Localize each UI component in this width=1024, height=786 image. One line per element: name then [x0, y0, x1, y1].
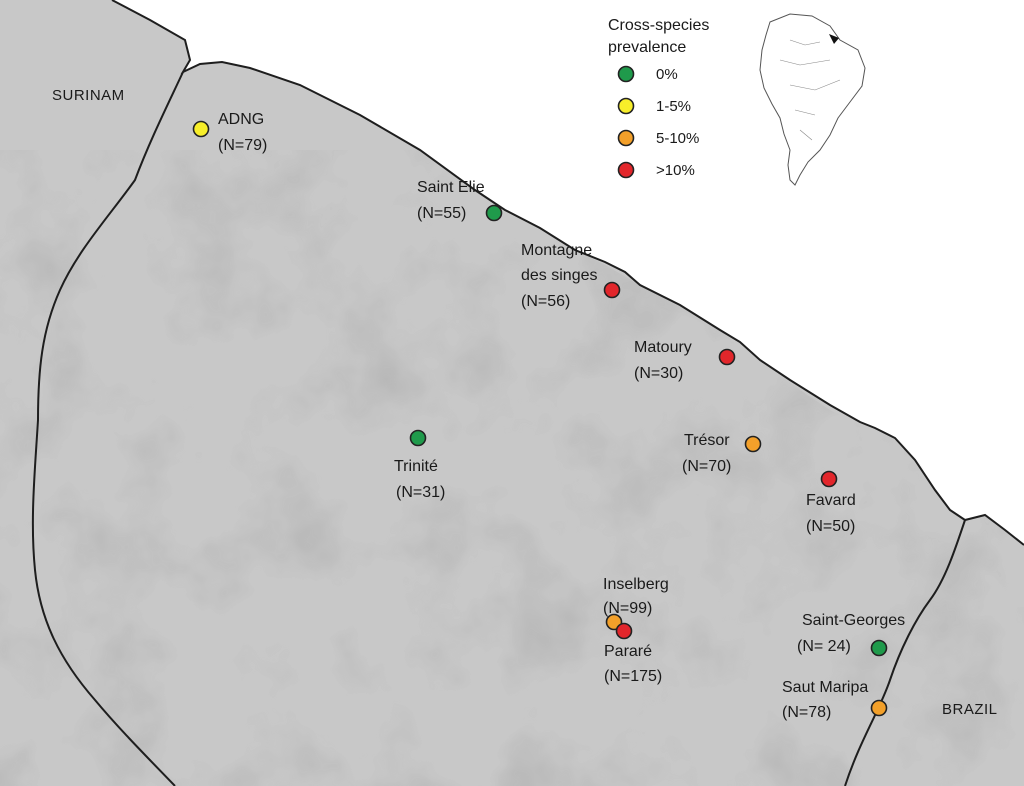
site-marker[interactable] [409, 429, 427, 447]
border-suriname [31, 71, 184, 786]
site-marker[interactable] [870, 639, 888, 657]
legend-title-line-2: prevalence [608, 39, 686, 56]
site-saint-elie: Saint Elie (N=55) [417, 179, 503, 222]
site-favard: Favard (N=50) [806, 470, 856, 535]
site-sample-size: (N= 24) [797, 638, 851, 655]
inset-location-marker [829, 34, 839, 44]
site-name: ADNG [218, 111, 264, 128]
site-name: Saint-Georges [802, 612, 905, 629]
site-sample-size: (N=50) [806, 518, 855, 535]
border-brazil [844, 519, 966, 786]
site-matoury: Matoury (N=30) [634, 339, 736, 382]
legend-label: 1-5% [656, 98, 691, 115]
site-layer: ADNG (N=79) Saint Elie (N=55) Montagne des si… [192, 111, 905, 721]
country-label-brazil: BRAZIL [942, 701, 998, 718]
site-name: Favard [806, 492, 856, 509]
site-name: Matoury [634, 339, 692, 356]
site-sample-size: (N=55) [417, 205, 466, 222]
legend-label: >10% [656, 162, 695, 179]
site-marker[interactable] [192, 120, 210, 138]
site-saut-maripa: Saut Maripa (N=78) [782, 679, 888, 721]
site-montagne-des-singes: Montagne des singes (N=56) [521, 242, 621, 310]
site-sample-size: (N=78) [782, 704, 831, 721]
site-parar-: Pararé (N=175) [604, 622, 662, 685]
legend-swatch [617, 129, 635, 147]
coastline [111, 0, 1024, 546]
site-sample-size: (N=99) [603, 600, 652, 617]
site-saint-georges: Saint-Georges (N= 24) [797, 612, 905, 657]
site-sample-size: (N=70) [682, 458, 731, 475]
site-name: Saut Maripa [782, 679, 868, 696]
inset-south-america-map [759, 13, 866, 186]
site-marker[interactable] [820, 470, 838, 488]
legend: Cross-species prevalence 0% 1-5% 5-10% >10% [608, 17, 709, 179]
site-name: des singes [521, 267, 598, 284]
site-name: Montagne [521, 242, 592, 259]
site-sample-size: (N=56) [521, 293, 570, 310]
site-name: Saint Elie [417, 179, 485, 196]
site-trinit-: Trinité (N=31) [394, 429, 445, 501]
legend-swatch [617, 97, 635, 115]
site-tr-sor: Trésor (N=70) [682, 432, 762, 475]
legend-swatch [617, 161, 635, 179]
site-marker[interactable] [603, 281, 621, 299]
site-sample-size: (N=79) [218, 137, 267, 154]
site-name: Trinité [394, 458, 438, 475]
legend-swatch [617, 65, 635, 83]
site-name: Trésor [684, 432, 730, 449]
country-label-suriname: SURINAM [52, 87, 125, 104]
legend-title-line-1: Cross-species [608, 17, 709, 34]
site-marker[interactable] [718, 348, 736, 366]
site-adng: ADNG (N=79) [192, 111, 267, 154]
site-sample-size: (N=30) [634, 365, 683, 382]
legend-label: 0% [656, 66, 678, 83]
site-marker[interactable] [485, 204, 503, 222]
site-marker[interactable] [870, 699, 888, 717]
site-sample-size: (N=31) [396, 484, 445, 501]
site-name: Pararé [604, 643, 652, 660]
legend-label: 5-10% [656, 130, 699, 147]
site-name: Inselberg [603, 576, 669, 593]
site-marker[interactable] [744, 435, 762, 453]
site-sample-size: (N=175) [604, 668, 662, 685]
site-marker[interactable] [615, 622, 633, 640]
